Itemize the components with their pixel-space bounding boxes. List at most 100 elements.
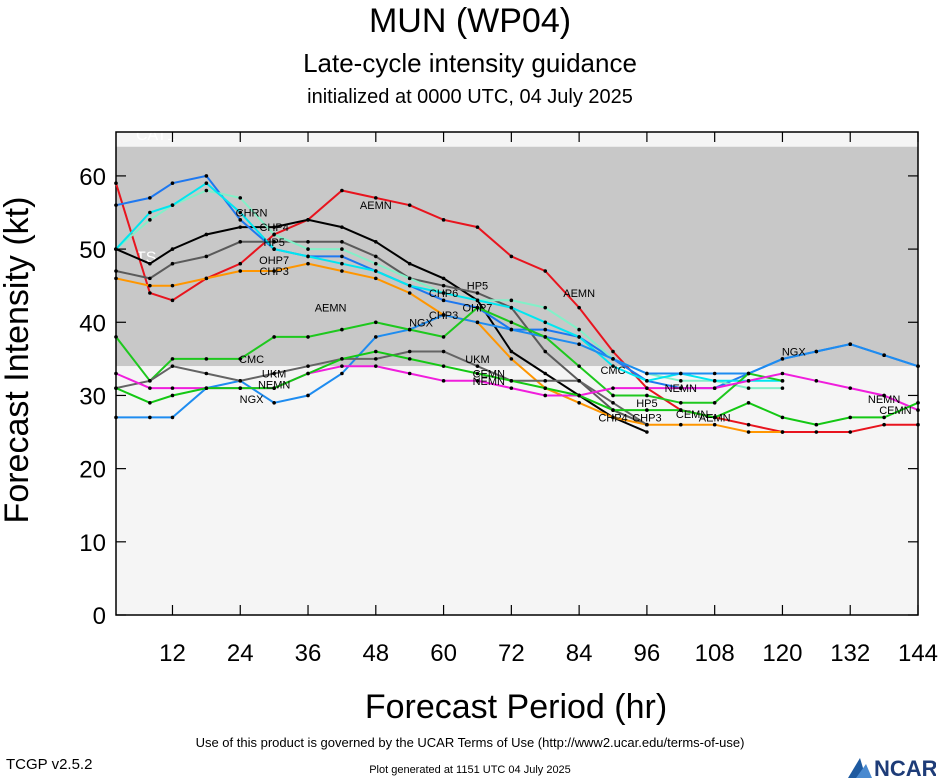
data-point-chrn (509, 305, 514, 310)
data-point-cmc (611, 393, 615, 398)
init-time: initialized at 0000 UTC, 04 July 2025 (307, 86, 633, 108)
ncar-logo: NCAR (848, 756, 936, 780)
data-point-cemn (148, 400, 152, 405)
data-point-cmc (306, 335, 310, 339)
data-point-cemn (882, 415, 886, 420)
data-point-cemn (238, 386, 243, 390)
x-tick-label: 132 (830, 640, 870, 667)
data-point-cemn (780, 415, 785, 420)
data-point-ohp7 (441, 298, 446, 303)
data-point-chp6 (678, 379, 683, 383)
data-point-ohp7 (238, 218, 243, 222)
data-point-chrn (170, 203, 175, 207)
data-point-ukm (148, 379, 152, 383)
data-point-hp5 (306, 239, 310, 244)
data-point-cemn (611, 408, 615, 412)
series-label-chp6: CHP6 (429, 288, 458, 300)
data-point-cemn (475, 371, 480, 376)
x-tick-label: 84 (566, 640, 593, 667)
series-label-hp5: HP5 (263, 237, 284, 249)
series-label-aemn: AEMN (699, 412, 731, 424)
band-1 (116, 132, 918, 147)
data-point-ngx (509, 327, 514, 332)
data-point-aemn (509, 254, 514, 259)
data-point-hp5 (148, 276, 152, 281)
data-point-chp3 (577, 400, 581, 405)
x-axis-label: Forecast Period (hr) (365, 688, 667, 726)
data-point-cmc (407, 327, 412, 332)
series-label-chrn: CHRN (236, 208, 268, 220)
data-point-chrn (577, 335, 581, 339)
data-point-chrn (306, 254, 310, 259)
data-point-chrn (611, 364, 615, 368)
data-point-cemn (543, 386, 548, 390)
data-point-aemn (916, 422, 920, 427)
y-tick-label: 20 (79, 457, 106, 484)
data-point-chp6 (746, 386, 751, 390)
data-point-cemn (916, 400, 920, 405)
series-label-chp3: CHP3 (632, 412, 661, 424)
data-point-chp3 (374, 276, 378, 281)
data-point-ukm (272, 371, 276, 376)
x-tick-label: 96 (634, 640, 661, 667)
data-point-ngx (170, 415, 175, 420)
data-point-hp5 (272, 239, 276, 244)
series-lines (114, 174, 920, 434)
data-point-aemn (577, 305, 581, 310)
series-label-ukm: UKM (262, 369, 286, 381)
y-tick-label: 50 (79, 237, 106, 264)
data-point-ohp7 (170, 181, 175, 186)
data-point-ngx (148, 415, 152, 420)
series-label-aemn: AEMN (563, 288, 595, 300)
data-point-hp5 (170, 261, 175, 266)
data-point-ngx (272, 400, 276, 405)
y-tick-label: 0 (93, 603, 106, 630)
y-tick-label: 10 (79, 530, 106, 557)
data-point-chp3 (678, 422, 683, 427)
band-label-cat1: CAT1 (136, 127, 176, 144)
y-axis-label: Forecast Intensity (kt) (0, 197, 36, 524)
data-point-ohp7 (114, 203, 118, 207)
data-point-ngx (814, 349, 819, 354)
data-point-cemn (306, 371, 310, 376)
data-point-chp3 (611, 415, 615, 420)
data-point-cemn (848, 415, 853, 420)
data-point-ngx (441, 313, 446, 317)
data-point-ukm (543, 379, 548, 383)
series-label-hp5: HP5 (467, 281, 488, 293)
data-point-cmc (509, 320, 514, 325)
series-label-ngx: NGX (782, 347, 807, 359)
data-point-chp6 (407, 276, 412, 281)
data-point-ngx (475, 320, 480, 325)
data-point-hp5 (374, 254, 378, 259)
data-point-cemn (114, 386, 118, 390)
series-label-chp4: CHP4 (598, 412, 627, 424)
generated-time: Plot generated at 1151 UTC 04 July 2025 (369, 764, 571, 776)
data-point-aemn (814, 430, 819, 434)
data-point-chp3 (407, 291, 412, 295)
x-tick-label: 120 (762, 640, 802, 667)
data-point-ngx (645, 371, 649, 376)
data-point-aemn (475, 225, 480, 229)
data-point-ohp7 (340, 254, 344, 259)
x-tick-label: 12 (159, 640, 186, 667)
data-point-cmc (204, 357, 209, 361)
data-point-chp3 (340, 269, 344, 273)
data-point-chrn (340, 261, 344, 266)
x-tick-label: 48 (362, 640, 389, 667)
data-point-cemn (374, 349, 378, 354)
data-point-ukm (441, 349, 446, 354)
data-point-ngx (916, 364, 920, 368)
data-point-ukm (611, 400, 615, 405)
series-label-ukm: UKM (465, 354, 489, 366)
data-point-aemn (543, 269, 548, 273)
data-point-ukm (238, 379, 243, 383)
data-point-chp3 (712, 422, 717, 427)
data-point-chp3 (114, 276, 118, 281)
data-point-nemn (374, 364, 378, 368)
data-point-chp6 (148, 218, 152, 222)
data-point-nemn (882, 393, 886, 398)
series-label-nemn: NEMN (258, 379, 290, 391)
data-point-aemn (746, 422, 751, 427)
